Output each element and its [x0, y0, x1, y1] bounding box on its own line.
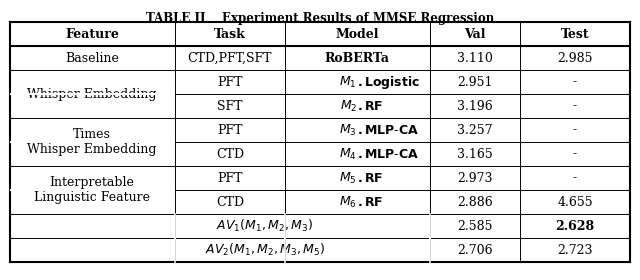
Text: -: -	[573, 76, 577, 88]
Text: $\bf{.Logistic}$: $\bf{.Logistic}$	[357, 74, 420, 90]
Text: TABLE II    Experiment Results of MMSE Regression: TABLE II Experiment Results of MMSE Regr…	[146, 12, 494, 25]
Text: Baseline: Baseline	[65, 52, 119, 64]
Text: -: -	[573, 148, 577, 160]
Text: 2.628: 2.628	[556, 220, 595, 232]
Text: $\bf{.RF}$: $\bf{.RF}$	[357, 195, 383, 209]
Text: 3.257: 3.257	[457, 123, 493, 137]
Text: PFT: PFT	[217, 171, 243, 185]
Text: RoBERTa: RoBERTa	[324, 52, 390, 64]
Text: Interpretable
Linguistic Feature: Interpretable Linguistic Feature	[34, 176, 150, 204]
Text: $M_3$: $M_3$	[339, 122, 357, 137]
Text: $\bf{.RF}$: $\bf{.RF}$	[357, 171, 383, 185]
Text: 2.585: 2.585	[457, 220, 493, 232]
Text: PFT: PFT	[217, 123, 243, 137]
Text: $AV_1(M_1, M_2, M_3)$: $AV_1(M_1, M_2, M_3)$	[216, 218, 314, 234]
Text: $M_2$: $M_2$	[340, 99, 357, 114]
Text: Whisper Embedding: Whisper Embedding	[28, 88, 157, 101]
Text: -: -	[573, 171, 577, 185]
Text: -: -	[573, 123, 577, 137]
Text: 3.196: 3.196	[457, 99, 493, 113]
Text: 2.886: 2.886	[457, 195, 493, 209]
Text: $\bf{.MLP\text{-}CA}$: $\bf{.MLP\text{-}CA}$	[357, 148, 419, 160]
Text: 3.165: 3.165	[457, 148, 493, 160]
Text: 3.110: 3.110	[457, 52, 493, 64]
Text: PFT: PFT	[217, 76, 243, 88]
Text: 2.706: 2.706	[457, 244, 493, 256]
Text: Model: Model	[335, 27, 379, 41]
Text: 2.723: 2.723	[557, 244, 593, 256]
Text: CTD,PFT,SFT: CTD,PFT,SFT	[188, 52, 272, 64]
Text: Val: Val	[464, 27, 486, 41]
Text: Test: Test	[561, 27, 589, 41]
Text: $AV_2(M_1, M_2, M_3, M_5)$: $AV_2(M_1, M_2, M_3, M_5)$	[205, 242, 325, 258]
Text: 2.951: 2.951	[457, 76, 493, 88]
Text: $M_4$: $M_4$	[339, 146, 357, 162]
Text: $M_6$: $M_6$	[339, 194, 357, 209]
Text: SFT: SFT	[217, 99, 243, 113]
Text: Feature: Feature	[65, 27, 119, 41]
Text: 2.985: 2.985	[557, 52, 593, 64]
Text: $M_5$: $M_5$	[339, 171, 357, 186]
Text: 4.655: 4.655	[557, 195, 593, 209]
Text: Times
Whisper Embedding: Times Whisper Embedding	[28, 128, 157, 156]
Text: CTD: CTD	[216, 195, 244, 209]
Text: 2.973: 2.973	[457, 171, 493, 185]
Text: $\bf{.RF}$: $\bf{.RF}$	[357, 99, 383, 113]
Text: $M_1$: $M_1$	[339, 74, 357, 90]
Text: $\bf{.MLP\text{-}CA}$: $\bf{.MLP\text{-}CA}$	[357, 123, 419, 137]
Text: -: -	[573, 99, 577, 113]
Text: CTD: CTD	[216, 148, 244, 160]
Text: Task: Task	[214, 27, 246, 41]
